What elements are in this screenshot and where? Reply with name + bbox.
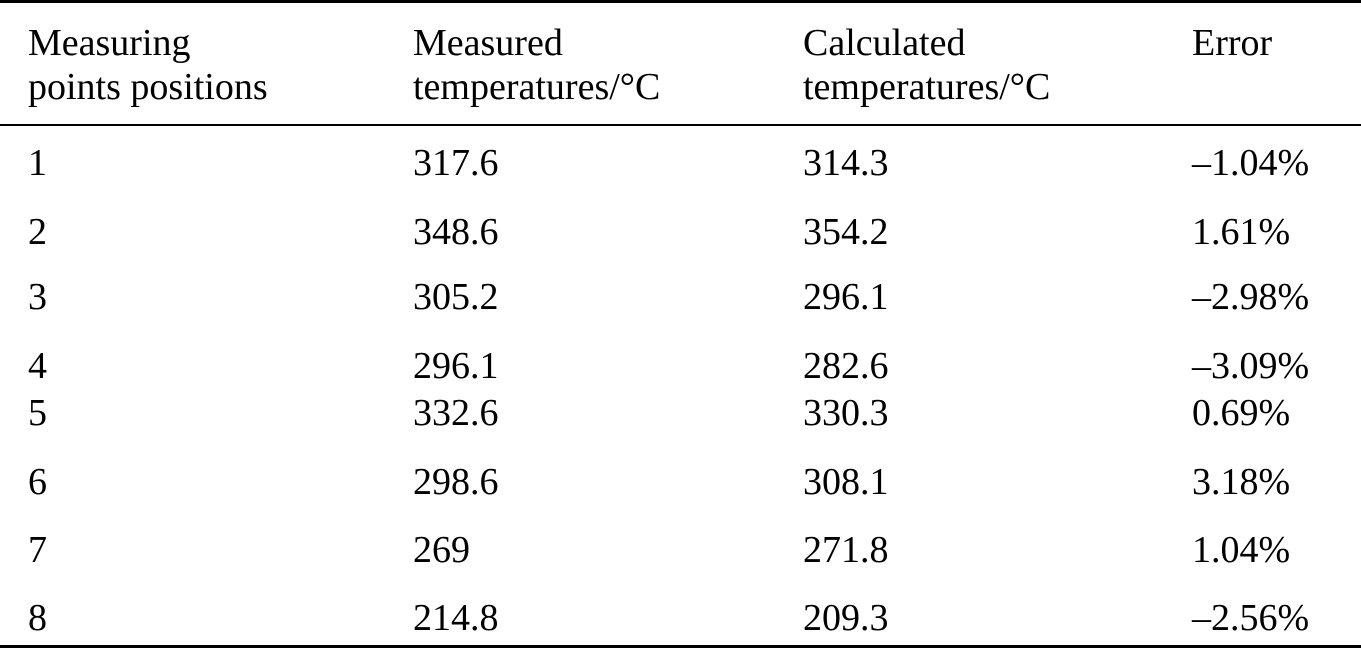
table-cell: 332.6	[413, 392, 499, 434]
table-cell: 296.1	[803, 276, 889, 318]
table-cell: 3.18%	[1192, 461, 1291, 503]
column-header-measured: Measured temperatures/°C	[413, 21, 660, 109]
table-top-rule	[0, 0, 1361, 3]
table-cell: 330.3	[803, 392, 889, 434]
table-cell: 348.6	[413, 211, 499, 253]
table-header-rule	[0, 124, 1361, 126]
header-line: Error	[1192, 22, 1273, 64]
header-line: Calculated	[803, 22, 966, 64]
table-cell: –2.56%	[1192, 597, 1310, 639]
table-cell: 1.61%	[1192, 211, 1291, 253]
column-header-positions: Measuring points positions	[28, 21, 268, 109]
table-cell: 214.8	[413, 597, 499, 639]
header-line: points positions	[28, 66, 268, 108]
column-header-calculated: Calculated temperatures/°C	[803, 21, 1050, 109]
table-cell: 317.6	[413, 142, 499, 184]
table-bottom-rule	[0, 645, 1361, 648]
header-line: Measured	[413, 22, 563, 64]
table-cell: 1	[28, 142, 47, 184]
table-cell: 4	[28, 345, 47, 387]
table-cell: 305.2	[413, 276, 499, 318]
table-cell: 2	[28, 211, 47, 253]
table-cell: 282.6	[803, 345, 889, 387]
table-cell: 269	[413, 529, 470, 571]
table-cell: 6	[28, 461, 47, 503]
table-cell: 1.04%	[1192, 529, 1291, 571]
table-cell: –2.98%	[1192, 276, 1310, 318]
table-cell: 314.3	[803, 142, 889, 184]
table-cell: 3	[28, 276, 47, 318]
table-cell: 308.1	[803, 461, 889, 503]
table-cell: 354.2	[803, 211, 889, 253]
table-cell: 7	[28, 529, 47, 571]
table-cell: 209.3	[803, 597, 889, 639]
table-cell: 271.8	[803, 529, 889, 571]
header-line: Measuring	[28, 22, 191, 64]
table-cell: 296.1	[413, 345, 499, 387]
table-cell: 0.69%	[1192, 392, 1291, 434]
table-cell: –3.09%	[1192, 345, 1310, 387]
header-line: temperatures/°C	[803, 66, 1051, 108]
column-header-error: Error	[1192, 21, 1272, 65]
table-cell: 5	[28, 392, 47, 434]
table-cell: 8	[28, 597, 47, 639]
table-cell: –1.04%	[1192, 142, 1310, 184]
table-cell: 298.6	[413, 461, 499, 503]
header-line: temperatures/°C	[413, 66, 661, 108]
